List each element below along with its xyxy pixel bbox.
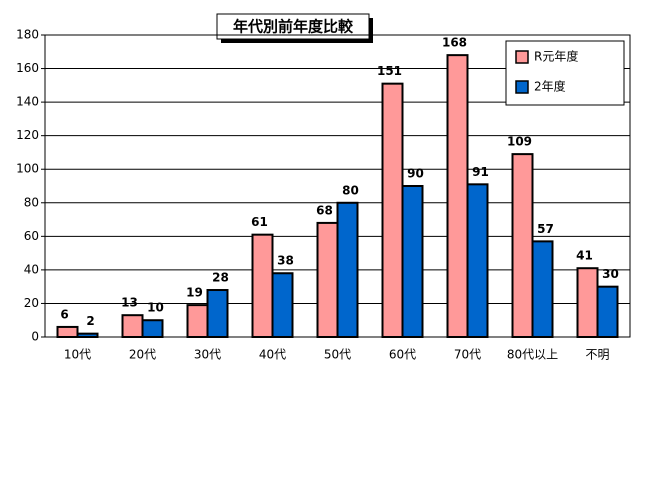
y-tick-label: 40 xyxy=(24,262,39,276)
y-tick-label: 20 xyxy=(24,296,39,310)
bar xyxy=(381,82,404,339)
data-label: 68 xyxy=(316,203,333,217)
bar xyxy=(76,332,99,338)
data-label: 91 xyxy=(472,165,489,179)
bar xyxy=(56,325,79,338)
data-label: 168 xyxy=(442,36,467,50)
y-tick-label: 80 xyxy=(24,195,39,209)
legend-swatch xyxy=(515,50,529,64)
data-label: 109 xyxy=(507,135,532,149)
y-tick-label: 160 xyxy=(16,61,39,75)
x-tick-label: 40代 xyxy=(259,348,286,362)
bar xyxy=(401,185,424,338)
data-label: 30 xyxy=(602,267,619,281)
data-label: 38 xyxy=(277,254,294,268)
chart-title: 年代別前年度比較 xyxy=(233,18,354,36)
bar xyxy=(141,319,164,339)
bar xyxy=(271,272,294,338)
data-label: 2 xyxy=(86,314,94,328)
y-tick-label: 120 xyxy=(16,128,39,142)
data-label: 10 xyxy=(147,301,164,315)
x-tick-label: 80代以上 xyxy=(507,348,558,362)
data-label: 28 xyxy=(212,271,229,285)
data-label: 80 xyxy=(342,183,359,197)
bar xyxy=(206,289,229,338)
y-tick-label: 60 xyxy=(24,229,39,243)
x-tick-label: 10代 xyxy=(64,348,91,362)
y-tick-label: 180 xyxy=(16,28,39,42)
x-tick-label: 不明 xyxy=(585,348,609,362)
x-tick-label: 60代 xyxy=(389,348,416,362)
y-tick-label: 100 xyxy=(16,162,39,176)
x-tick-label: 30代 xyxy=(194,348,221,362)
bar xyxy=(251,233,274,338)
bar xyxy=(531,240,554,338)
bar xyxy=(121,314,144,339)
bar xyxy=(316,221,339,339)
bar xyxy=(466,183,489,338)
data-label: 13 xyxy=(121,296,138,310)
legend-label: R元年度 xyxy=(534,49,578,64)
bar xyxy=(576,267,599,339)
x-tick-label: 70代 xyxy=(454,348,481,362)
data-label: 41 xyxy=(576,249,593,263)
bar xyxy=(336,201,359,338)
data-label: 61 xyxy=(251,215,268,229)
bar xyxy=(186,304,209,338)
legend-label: 2年度 xyxy=(534,79,566,94)
bar xyxy=(511,153,534,338)
bar xyxy=(446,54,469,339)
data-label: 151 xyxy=(377,64,402,78)
y-tick-label: 0 xyxy=(31,330,39,344)
bar xyxy=(596,285,619,338)
x-tick-label: 50代 xyxy=(324,348,351,362)
legend-swatch xyxy=(515,80,529,94)
data-label: 90 xyxy=(407,167,424,181)
data-label: 19 xyxy=(186,286,203,300)
data-label: 57 xyxy=(537,222,554,236)
x-tick-label: 20代 xyxy=(129,348,156,362)
y-tick-label: 140 xyxy=(16,95,39,109)
data-label: 6 xyxy=(60,307,68,321)
